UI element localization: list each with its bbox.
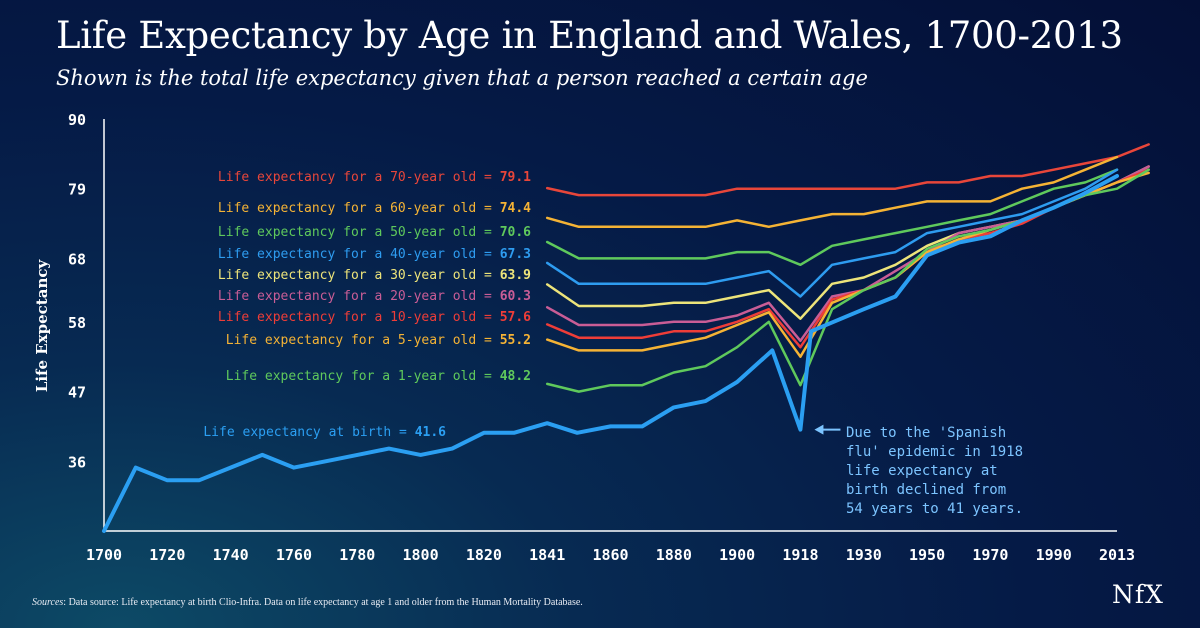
y-tick-label: 68: [68, 250, 86, 268]
chart-title: Life Expectancy by Age in England and Wa…: [56, 14, 1123, 57]
annotation-text-line: birth declined from: [846, 482, 1006, 498]
series-line: [545, 143, 1150, 197]
series-label-name: Life expectancy for a 70-year old =: [218, 170, 500, 185]
series-label-value: 57.6: [500, 310, 531, 325]
series-label: Life expectancy for a 30-year old = 63.9: [218, 268, 531, 283]
x-tick-label: 1760: [276, 546, 312, 564]
series-label-value: 63.9: [500, 268, 531, 283]
annotation-text-line: flu' epidemic in 1918: [846, 444, 1023, 460]
x-tick-label: 1860: [592, 546, 628, 564]
series-label-value: 74.4: [500, 201, 531, 216]
series-label-name: Life expectancy for a 30-year old =: [218, 268, 500, 283]
annotation-text-line: life expectancy at: [846, 463, 998, 479]
x-tick-label: 1720: [149, 546, 185, 564]
y-tick-label: 47: [68, 384, 86, 402]
nfx-logo: NfX: [1112, 580, 1164, 609]
series-label-name: Life expectancy for a 5-year old =: [226, 333, 500, 348]
x-tick-label: 1950: [909, 546, 945, 564]
y-tick-label: 79: [68, 181, 86, 199]
y-tick-label: 90: [68, 111, 86, 129]
source-note: Sources: Data source: Life expectancy at…: [32, 597, 583, 608]
series-label-value: 70.6: [500, 225, 531, 240]
x-tick-label: 1740: [213, 546, 249, 564]
series-label-name: Life expectancy for a 20-year old =: [218, 289, 500, 304]
series-line: [545, 168, 1119, 267]
series-line: [102, 174, 1119, 533]
x-tick-label: 2013: [1099, 546, 1135, 564]
x-tick-label: 1780: [339, 546, 375, 564]
series-label: Life expectancy for a 60-year old = 74.4: [218, 201, 531, 216]
y-tick-label: 58: [68, 314, 86, 332]
x-tick-label: 1918: [782, 546, 818, 564]
series-label-value: 79.1: [500, 170, 531, 185]
annotation-text-line: 54 years to 41 years.: [846, 501, 1023, 517]
x-tick-label: 1930: [846, 546, 882, 564]
series-label-value: 48.2: [500, 369, 531, 384]
series-label-name: Life expectancy for a 60-year old =: [218, 201, 500, 216]
x-tick-label: 1700: [86, 546, 122, 564]
series-label: Life expectancy for a 5-year old = 55.2: [226, 333, 531, 348]
series-line: [545, 168, 1119, 298]
x-tick-label: 1990: [1036, 546, 1072, 564]
x-tick-label: 1841: [529, 546, 565, 564]
y-tick-label: 36: [68, 453, 86, 471]
x-tick-label: 1800: [403, 546, 439, 564]
y-axis-title: Life Expectancy: [33, 259, 51, 393]
series-label: Life expectancy for a 1-year old = 48.2: [226, 369, 531, 384]
x-tick-label: 1820: [466, 546, 502, 564]
series-label: Life expectancy at birth = 41.6: [203, 425, 446, 440]
source-text: : Data source: Life expectancy at birth …: [63, 597, 583, 608]
series-label-value: 67.3: [500, 247, 531, 262]
x-tick-label: 1880: [656, 546, 692, 564]
series-label: Life expectancy for a 70-year old = 79.1: [218, 170, 531, 185]
series-label: Life expectancy for a 50-year old = 70.6: [218, 225, 531, 240]
series-label-value: 41.6: [415, 425, 446, 440]
series-label: Life expectancy for a 20-year old = 60.3: [218, 289, 531, 304]
series-label-name: Life expectancy for a 10-year old =: [218, 310, 500, 325]
series-label-name: Life expectancy for a 1-year old =: [226, 369, 500, 384]
x-tick-label: 1970: [972, 546, 1008, 564]
series-label: Life expectancy for a 10-year old = 57.6: [218, 310, 531, 325]
series-line: [545, 155, 1119, 229]
series-label-value: 60.3: [500, 289, 531, 304]
series-label-value: 55.2: [500, 333, 531, 348]
source-label: Sources: [32, 597, 64, 608]
series-label: Life expectancy for a 40-year old = 67.3: [218, 247, 531, 262]
series-label-name: Life expectancy for a 40-year old =: [218, 247, 500, 262]
x-tick-label: 1900: [719, 546, 755, 564]
annotation-arrow-head: [814, 424, 824, 435]
chart-subtitle: Shown is the total life expectancy given…: [56, 66, 868, 90]
series-label-name: Life expectancy for a 50-year old =: [218, 225, 500, 240]
series-label-name: Life expectancy at birth =: [203, 425, 414, 440]
annotation-text-line: Due to the 'Spanish: [846, 425, 1006, 441]
